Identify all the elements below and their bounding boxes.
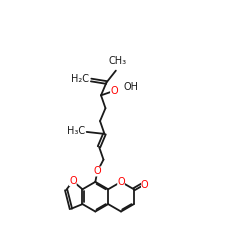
Text: OH: OH (123, 82, 138, 92)
Text: CH₃: CH₃ (108, 56, 126, 66)
Text: H₃C: H₃C (66, 126, 85, 136)
Text: O: O (69, 176, 77, 186)
Text: O: O (117, 177, 125, 187)
Text: O: O (141, 180, 148, 190)
Text: O: O (94, 166, 101, 176)
Text: H₂C: H₂C (71, 74, 89, 84)
Text: O: O (110, 86, 118, 96)
